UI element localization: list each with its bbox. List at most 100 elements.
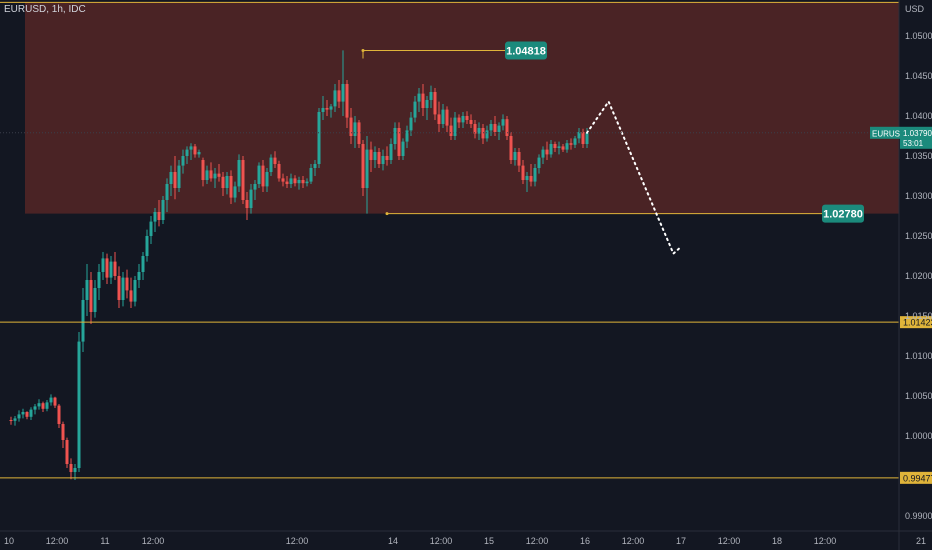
- candle: [113, 252, 117, 280]
- candle: [193, 144, 197, 158]
- low-label[interactable]: 1.02780: [822, 204, 864, 223]
- candle-body: [261, 165, 265, 187]
- candle: [289, 173, 293, 188]
- low-label-bg: [822, 204, 864, 223]
- candle-body: [141, 256, 145, 272]
- candle-body: [293, 178, 297, 184]
- price-tag-bg: [900, 126, 932, 149]
- currency-label: USD: [905, 4, 925, 14]
- mid-line-tag: 1.01423: [900, 316, 932, 329]
- candle-body: [161, 200, 165, 220]
- candle: [57, 404, 61, 428]
- candle: [545, 141, 549, 160]
- candle-body: [105, 258, 109, 278]
- candle: [285, 176, 289, 188]
- candle-body: [77, 341, 81, 468]
- candle-body: [9, 420, 13, 421]
- candle-body: [41, 403, 45, 409]
- candle-body: [317, 112, 321, 164]
- candle-body: [369, 149, 373, 160]
- resistance-zone: [25, 2, 899, 214]
- candle: [349, 108, 353, 144]
- candle-body: [129, 290, 133, 302]
- candle: [361, 140, 365, 196]
- time-tick-label: 12:00: [718, 536, 741, 546]
- candle: [13, 416, 17, 426]
- candle-body: [533, 168, 537, 182]
- candle: [325, 100, 329, 116]
- price-tick-label: 0.99000: [905, 511, 932, 521]
- candle: [73, 464, 77, 480]
- candle-body: [417, 93, 421, 102]
- candle: [53, 396, 57, 408]
- high-label-bg: [505, 41, 547, 60]
- candle-body: [569, 143, 573, 145]
- candle: [109, 256, 113, 284]
- candle-body: [305, 181, 309, 184]
- candle-body: [21, 412, 25, 415]
- candle-body: [37, 403, 41, 407]
- candle-body: [505, 119, 509, 136]
- candle: [357, 120, 361, 148]
- candle-body: [217, 173, 221, 177]
- candle: [273, 151, 277, 168]
- high-label[interactable]: 1.04818: [505, 41, 547, 60]
- candle-body: [241, 160, 245, 200]
- candle: [49, 394, 53, 406]
- candle-body: [229, 176, 233, 198]
- candle: [457, 114, 461, 128]
- candle: [173, 156, 177, 200]
- high-label-text: 1.04818: [506, 46, 546, 58]
- level-tag-text: 0.99477: [903, 473, 932, 483]
- candle-body: [289, 178, 293, 184]
- candle-body: [529, 176, 533, 182]
- candle: [565, 140, 569, 153]
- candle: [417, 88, 421, 112]
- candle: [549, 140, 553, 158]
- candle: [217, 164, 221, 182]
- candle-body: [173, 172, 177, 188]
- candle: [489, 120, 493, 136]
- candle-body: [117, 276, 121, 300]
- candle: [61, 421, 65, 448]
- candle: [329, 104, 333, 118]
- time-axis[interactable]: 10 12:00 11 12:00 12:00 14 12:00 15 12:00 16 12:00…: [4, 536, 932, 546]
- candle-body: [457, 117, 461, 123]
- candle: [281, 173, 285, 187]
- projection-path: [586, 99, 682, 256]
- candle: [553, 141, 557, 152]
- candle: [365, 136, 369, 214]
- price-tag-value: 1.03790: [903, 129, 932, 138]
- candle-body: [513, 152, 517, 160]
- candle-body: [113, 261, 117, 276]
- candle: [509, 132, 513, 164]
- candle-body: [121, 277, 125, 300]
- candle-body: [205, 170, 209, 180]
- candle: [121, 272, 125, 307]
- candle: [77, 332, 81, 472]
- price-tag-symbol-bg: [870, 126, 900, 139]
- candle-body: [33, 406, 37, 410]
- candle-body: [157, 212, 161, 220]
- candle-body: [165, 184, 169, 200]
- candle-body: [345, 84, 349, 118]
- candle: [337, 80, 341, 108]
- price-axis[interactable]: 1.05000 1.04500 1.04000 1.03500 1.03000 1.025…: [870, 31, 932, 521]
- price-tick-label: 1.01500: [905, 311, 932, 321]
- candle: [197, 149, 201, 158]
- candle-body: [297, 180, 301, 184]
- candle: [505, 116, 509, 140]
- candle: [321, 96, 325, 120]
- candle: [353, 116, 357, 148]
- price-tag-countdown: 53:01: [903, 139, 924, 148]
- time-tick-label: 11: [100, 536, 109, 546]
- candle: [145, 229, 149, 262]
- candle: [205, 165, 209, 184]
- time-tick-label: 16: [580, 536, 590, 546]
- candle: [181, 149, 185, 174]
- candle-body: [361, 144, 365, 188]
- candle-body: [125, 277, 129, 291]
- candle-body: [209, 170, 213, 179]
- candle-body: [393, 128, 397, 144]
